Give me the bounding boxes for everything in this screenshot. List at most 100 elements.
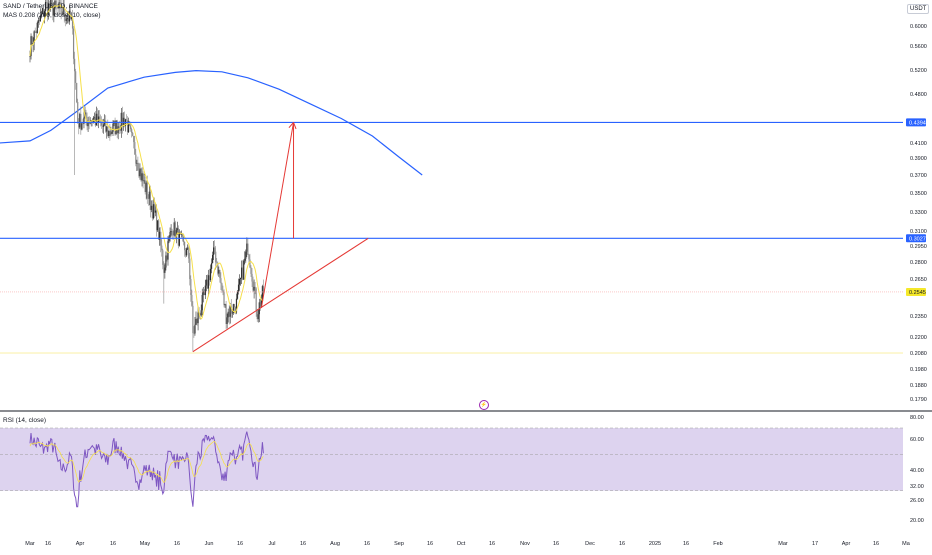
candle: [117, 126, 119, 134]
candle: [138, 170, 140, 177]
candle: [100, 122, 103, 126]
price-tick-label: 0.2200: [910, 335, 927, 341]
candle: [181, 234, 184, 237]
candle: [197, 312, 199, 324]
candle: [118, 126, 120, 131]
candle: [190, 279, 192, 295]
candle: [206, 279, 209, 289]
candle: [221, 283, 223, 291]
candle: [170, 231, 172, 233]
candle: [259, 302, 261, 307]
rsi-tick-label: 60.00: [910, 437, 924, 443]
candle: [188, 247, 190, 259]
candle: [105, 120, 107, 132]
rsi-legend[interactable]: RSI (14, close): [3, 417, 46, 424]
candle: [55, 0, 57, 6]
symbol-legend[interactable]: SAND / TetherUS, 1D, BINANCE: [3, 3, 98, 10]
candle: [232, 304, 234, 313]
event-marker-icon[interactable]: ⚡: [479, 400, 489, 410]
candle: [189, 258, 191, 280]
arrow-head: [288, 122, 294, 129]
candle: [109, 130, 111, 135]
candle: [154, 210, 157, 213]
time-tick-label: Oct: [457, 541, 466, 547]
candle: [201, 294, 203, 311]
time-tick-label: 16: [873, 541, 879, 547]
candle: [120, 112, 122, 131]
candle: [42, 8, 45, 17]
candle: [191, 294, 193, 306]
candle: [115, 120, 117, 135]
rsi-band: [0, 428, 903, 491]
candle: [161, 245, 163, 251]
candle: [126, 120, 129, 133]
candle: [102, 125, 104, 127]
candle: [103, 124, 105, 127]
candle: [41, 8, 44, 15]
time-tick-label: 16: [427, 541, 433, 547]
candle: [257, 314, 259, 320]
currency-badge[interactable]: USDT: [907, 4, 930, 14]
candle: [236, 292, 239, 299]
time-tick-label: Mar: [25, 541, 35, 547]
candle: [54, 0, 56, 9]
candle: [130, 125, 132, 130]
price-label-badge: [906, 118, 926, 127]
candle: [72, 28, 75, 59]
time-tick-label: Nov: [520, 541, 530, 547]
time-tick-label: Apr: [76, 541, 85, 547]
time-tick-label: 16: [364, 541, 370, 547]
candle: [145, 182, 147, 193]
candle: [255, 288, 257, 311]
candle: [158, 220, 160, 240]
candle: [205, 279, 207, 286]
candle: [69, 10, 72, 19]
candle: [226, 317, 228, 324]
candle: [46, 2, 48, 3]
candle: [235, 298, 238, 313]
rsi-signal-line: [29, 441, 264, 483]
candle: [53, 8, 55, 16]
candle: [79, 113, 81, 128]
price-label-text: 0.4394: [909, 120, 926, 126]
candle: [225, 304, 227, 324]
candle: [35, 32, 37, 34]
candle: [83, 117, 85, 124]
candle: [167, 241, 169, 260]
time-tick-label: 16: [237, 541, 243, 547]
time-tick-label: Dec: [585, 541, 595, 547]
ma-legend[interactable]: MAS 0.208 (200, close, 10, close): [3, 12, 101, 19]
candle: [153, 204, 156, 213]
candle: [85, 112, 87, 120]
candle: [183, 241, 186, 251]
candle: [48, 3, 50, 16]
candle: [245, 251, 247, 259]
candle: [139, 168, 141, 177]
candle: [243, 260, 245, 280]
candle: [164, 267, 166, 273]
rsi-tick-label: 80.00: [910, 415, 924, 421]
candle: [127, 121, 130, 133]
candle: [166, 255, 168, 260]
candle: [74, 58, 76, 72]
candle: [196, 318, 198, 324]
rsi-tick-label: 40.00: [910, 468, 924, 474]
candle: [80, 113, 82, 130]
candle: [195, 318, 197, 325]
candle: [230, 306, 232, 313]
price-tick-label: 0.2950: [910, 244, 927, 250]
candle: [95, 113, 97, 126]
time-tick-label: Jul: [268, 541, 275, 547]
candle: [251, 273, 253, 282]
candle: [222, 290, 224, 292]
candle: [207, 275, 210, 289]
time-tick-label: Jun: [205, 541, 214, 547]
candle: [137, 163, 139, 171]
candle: [203, 291, 205, 296]
candle: [262, 286, 265, 294]
candle: [121, 112, 123, 127]
candle: [66, 17, 68, 20]
candle: [212, 254, 214, 264]
candle: [253, 286, 255, 291]
